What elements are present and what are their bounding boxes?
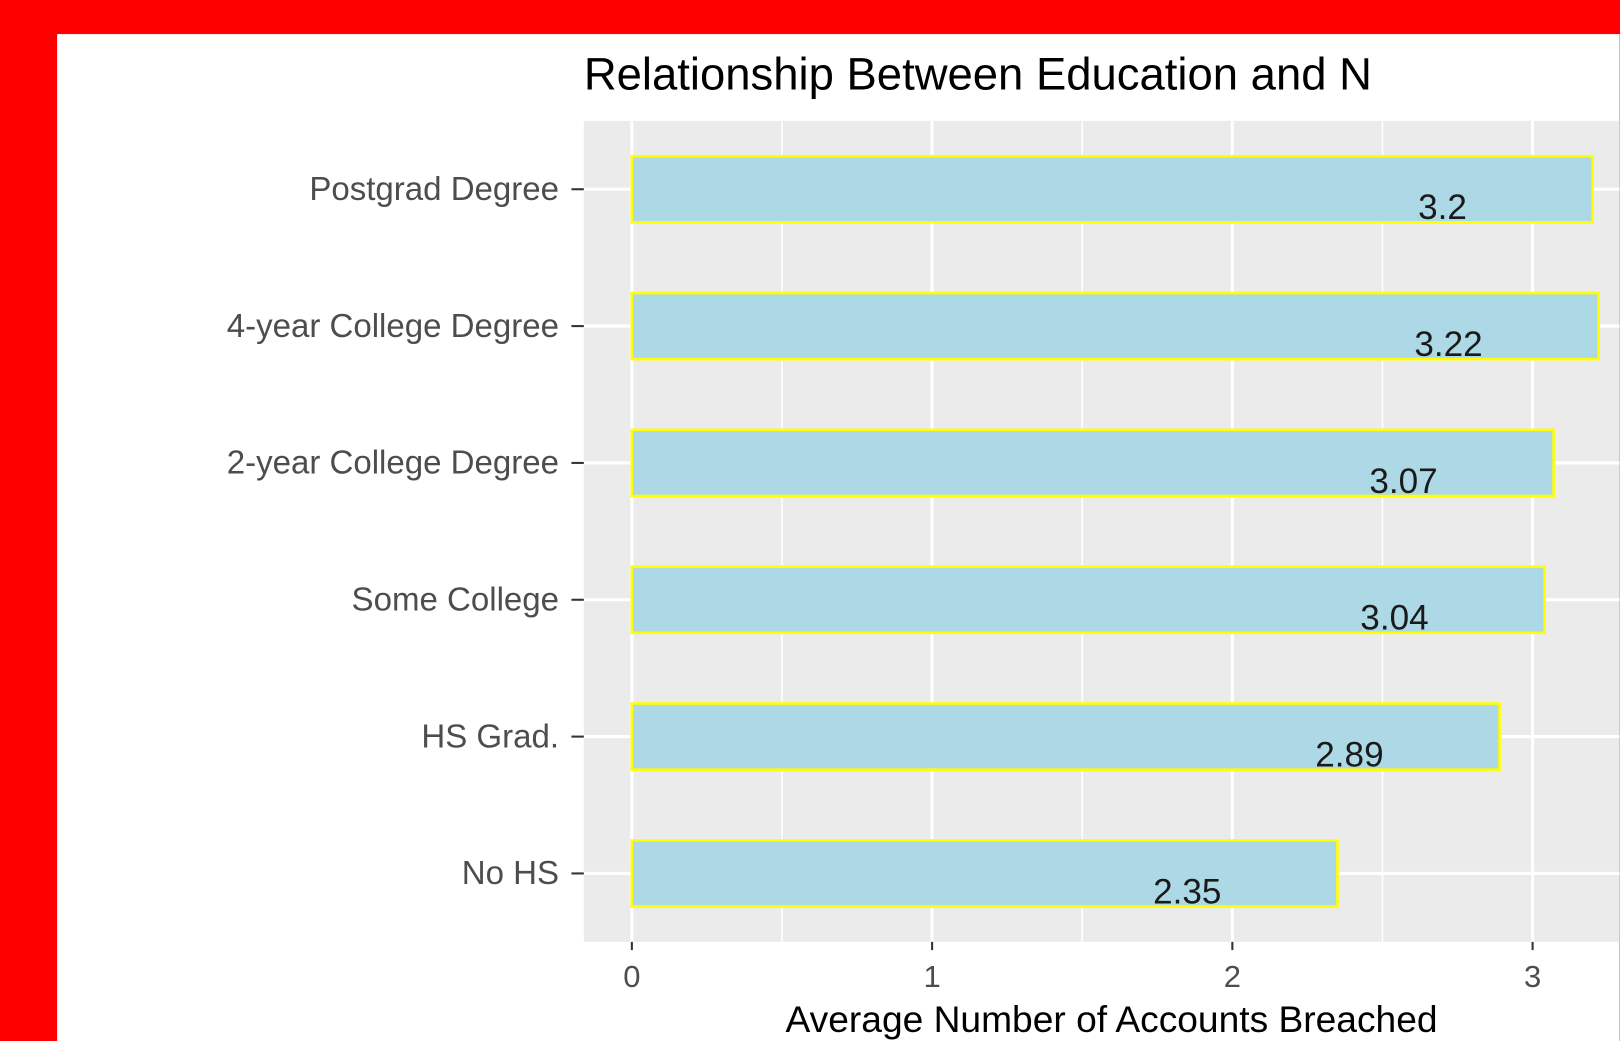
value-label: 3.22: [1414, 325, 1482, 364]
x-axis-title: Average Number of Accounts Breached: [786, 998, 1438, 1040]
bar: [630, 428, 1555, 498]
bar: [630, 154, 1594, 224]
value-label: 2.35: [1153, 872, 1221, 911]
bar: [630, 291, 1600, 361]
panel: [583, 120, 1620, 942]
value-label: 2.89: [1315, 736, 1383, 775]
x-tick-label: 2: [1224, 959, 1241, 994]
x-tick-label: 3: [1524, 959, 1541, 994]
y-tick-label: 2-year College Degree: [227, 445, 559, 482]
bar: [630, 839, 1339, 908]
value-label: 3.2: [1418, 188, 1467, 227]
x-tick-label: 0: [623, 959, 640, 994]
y-tick-label: 4-year College Degree: [227, 308, 559, 345]
value-label: 3.07: [1369, 462, 1437, 501]
value-label: 3.04: [1360, 599, 1428, 638]
x-tick-label: 1: [923, 959, 940, 994]
y-tick-label: No HS: [462, 855, 559, 892]
chart-title: Relationship Between Education and N: [584, 48, 1372, 99]
y-tick-label: Some College: [352, 582, 559, 619]
y-tick-label: Postgrad Degree: [309, 171, 559, 208]
bar: [630, 565, 1546, 635]
bar: [630, 702, 1501, 771]
y-tick-label: HS Grad.: [421, 718, 559, 755]
